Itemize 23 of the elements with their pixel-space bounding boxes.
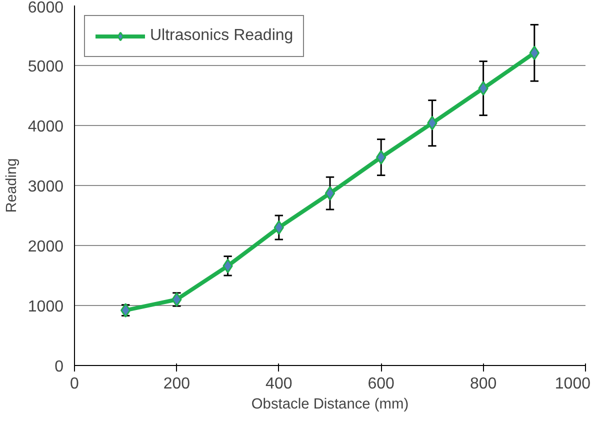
legend-label: Ultrasonics Reading	[150, 27, 294, 45]
y-tick-label: 5000	[28, 58, 64, 76]
y-tick-label: 4000	[28, 118, 64, 136]
point	[376, 150, 386, 165]
y-tick-label: 1000	[28, 298, 64, 316]
point	[274, 220, 284, 235]
x-tick-label: 400	[266, 376, 292, 392]
x-tick-label: 800	[470, 376, 497, 392]
point	[478, 81, 488, 96]
x-axis-title: Obstacle Distance (mm)	[251, 396, 409, 412]
y-tick-label: 3000	[28, 178, 64, 196]
y-tick-label: 0	[54, 358, 64, 376]
point	[529, 46, 540, 60]
x-tick-label: 1000	[554, 376, 591, 392]
point	[427, 116, 438, 130]
y-axis-title: Reading	[4, 158, 20, 213]
x-tick-label: 600	[368, 376, 395, 392]
y-tick-label: 6000	[28, 0, 64, 16]
y-tick-label: 2000	[28, 238, 64, 256]
point	[324, 186, 336, 201]
point	[222, 258, 233, 274]
x-tick-label: 0	[70, 376, 80, 392]
x-tick-label: 200	[163, 376, 190, 392]
